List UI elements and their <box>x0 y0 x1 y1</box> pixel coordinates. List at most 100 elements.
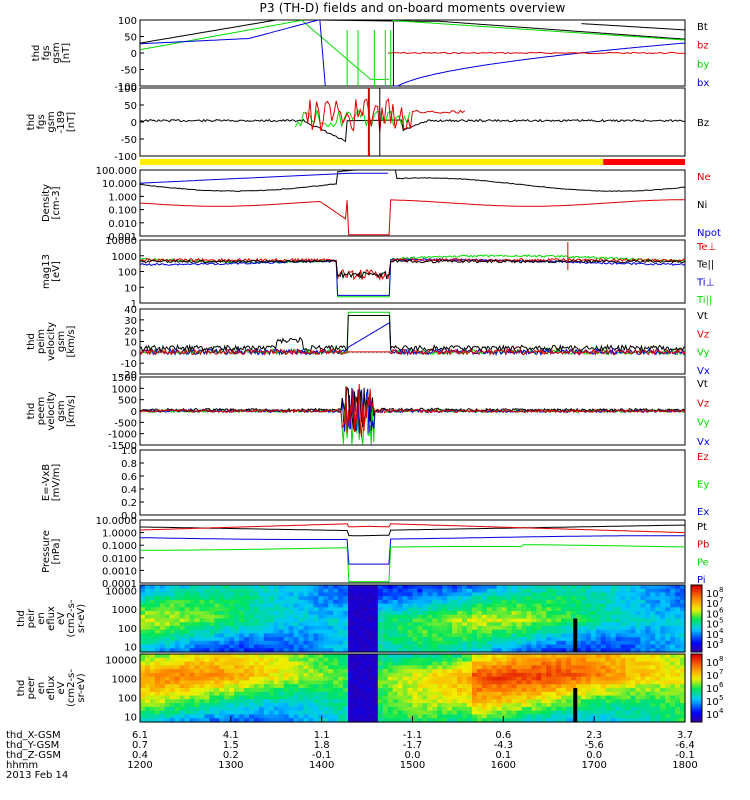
cell <box>244 607 250 612</box>
cell <box>640 585 646 590</box>
cell <box>169 611 176 616</box>
cell <box>467 637 473 642</box>
cell <box>665 585 671 590</box>
cell <box>635 640 642 646</box>
cell <box>278 603 285 608</box>
cell <box>551 611 557 616</box>
cell <box>387 718 394 723</box>
cell <box>298 596 305 601</box>
cell <box>417 718 424 723</box>
cell <box>263 614 270 620</box>
cell <box>358 633 364 638</box>
cell <box>298 718 305 723</box>
cell <box>244 706 250 712</box>
cell <box>253 657 260 663</box>
cell <box>462 657 468 663</box>
cell <box>496 644 503 649</box>
cell <box>313 714 319 719</box>
cell <box>501 699 508 704</box>
cell <box>308 710 315 716</box>
cell <box>273 588 280 594</box>
cell <box>209 688 215 693</box>
cell <box>313 596 319 601</box>
cell <box>204 625 210 631</box>
cell <box>665 614 671 620</box>
cell <box>382 657 389 663</box>
cell <box>576 676 582 682</box>
cell <box>486 633 493 638</box>
cell <box>615 661 622 666</box>
cell <box>382 637 389 642</box>
cell <box>481 611 488 616</box>
cell <box>338 654 344 659</box>
cell <box>422 714 428 719</box>
cell <box>670 710 676 716</box>
cell <box>159 622 166 627</box>
cell <box>144 665 151 670</box>
cell <box>194 607 201 612</box>
cell <box>353 676 359 682</box>
cell <box>367 622 374 627</box>
cell <box>402 680 409 685</box>
cell <box>323 714 329 719</box>
cell <box>229 622 235 627</box>
cell <box>531 706 537 712</box>
legend-peem-0: Vt <box>697 379 708 390</box>
cell <box>516 644 523 649</box>
cell <box>219 585 225 590</box>
cell <box>149 665 156 670</box>
cell <box>665 699 671 704</box>
cell <box>288 703 295 708</box>
cell <box>328 637 334 642</box>
cell <box>194 676 201 682</box>
cell <box>204 599 210 605</box>
cell <box>590 622 597 627</box>
cell <box>169 599 176 605</box>
cell <box>288 644 295 649</box>
cell <box>655 691 661 697</box>
cell <box>546 599 552 605</box>
cell <box>655 607 661 612</box>
cell <box>417 648 424 653</box>
cell <box>268 718 275 723</box>
cell <box>224 637 230 642</box>
cell <box>239 618 245 623</box>
cell <box>447 718 453 723</box>
cell <box>571 672 577 678</box>
cell <box>660 691 666 697</box>
cell <box>605 644 612 649</box>
cell <box>615 699 622 704</box>
cell <box>338 637 344 642</box>
cell <box>372 699 379 704</box>
cell <box>258 625 265 631</box>
cell <box>179 684 186 689</box>
cell <box>199 644 206 649</box>
cell <box>496 699 503 704</box>
cell <box>645 657 651 663</box>
cell <box>298 607 305 612</box>
cell <box>650 654 656 659</box>
cell <box>397 592 404 597</box>
cell <box>174 618 181 623</box>
x-axis-value: 0.1 <box>495 750 511 761</box>
cell <box>372 625 379 631</box>
cell <box>263 625 270 631</box>
cell <box>253 703 260 708</box>
cell <box>471 680 478 685</box>
cell <box>402 629 409 634</box>
cell <box>407 644 414 649</box>
cell <box>164 665 171 670</box>
cell <box>457 699 463 704</box>
cell <box>283 706 290 712</box>
cell <box>249 603 255 608</box>
colorbar-step <box>691 598 702 602</box>
cell <box>437 665 443 670</box>
cell <box>318 669 324 674</box>
cell <box>625 661 632 666</box>
cell <box>590 596 597 601</box>
y-axis-label: gsm <box>51 42 62 63</box>
cell <box>580 669 587 674</box>
cell <box>442 622 448 627</box>
cell <box>184 607 191 612</box>
